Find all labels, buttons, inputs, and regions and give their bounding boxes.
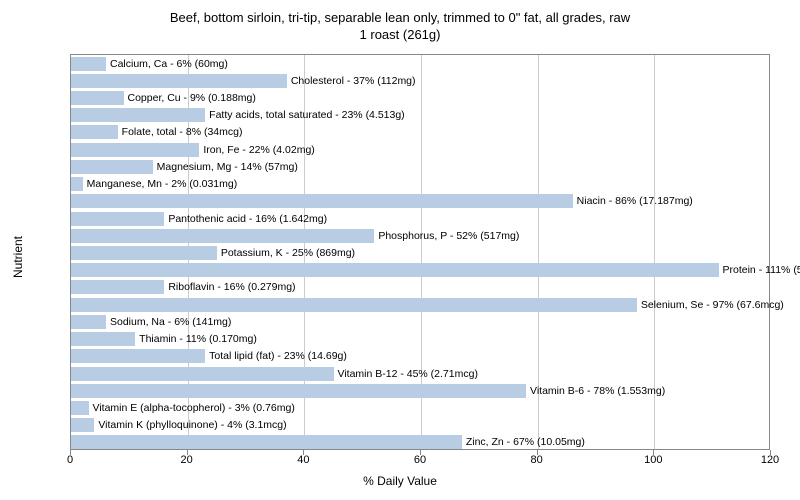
nutrient-bar-label: Manganese, Mn - 2% (0.031mg): [87, 177, 238, 191]
nutrient-bar-label: Calcium, Ca - 6% (60mg): [110, 57, 228, 71]
x-tick-label: 80: [531, 454, 543, 466]
nutrient-bar: [71, 194, 573, 208]
nutrient-bar-label: Vitamin B-6 - 78% (1.553mg): [530, 384, 665, 398]
nutrient-bar-label: Zinc, Zn - 67% (10.05mg): [466, 435, 585, 449]
nutrient-bar-label: Magnesium, Mg - 14% (57mg): [157, 160, 298, 174]
y-axis-title: Nutrient: [11, 236, 25, 278]
x-axis-title: % Daily Value: [363, 474, 437, 488]
nutrient-bar: [71, 57, 106, 71]
nutrient-bar: [71, 143, 199, 157]
nutrient-bar-label: Pantothenic acid - 16% (1.642mg): [168, 212, 327, 226]
nutrient-bar: [71, 315, 106, 329]
nutrient-bar-label: Copper, Cu - 9% (0.188mg): [128, 91, 256, 105]
nutrient-bar: [71, 229, 374, 243]
nutrient-bar: [71, 160, 153, 174]
nutrient-bar-label: Potassium, K - 25% (869mg): [221, 246, 355, 260]
nutrient-bar: [71, 246, 217, 260]
nutrient-bar-label: Thiamin - 11% (0.170mg): [139, 332, 257, 346]
nutrient-bar-label: Riboflavin - 16% (0.279mg): [168, 280, 295, 294]
nutrient-bar-label: Phosphorus, P - 52% (517mg): [378, 229, 519, 243]
nutrient-bar-label: Sodium, Na - 6% (141mg): [110, 315, 231, 329]
nutrient-bar: [71, 91, 124, 105]
nutrient-bar-label: Vitamin B-12 - 45% (2.71mcg): [338, 367, 478, 381]
nutrient-bar-label: Protein - 111% (55.49g): [723, 263, 800, 277]
title-line-1: Beef, bottom sirloin, tri-tip, separable…: [170, 10, 630, 25]
nutrient-bar-label: Selenium, Se - 97% (67.6mcg): [641, 298, 784, 312]
x-tick-label: 100: [644, 454, 662, 466]
x-tick-label: 20: [181, 454, 193, 466]
x-tick-label: 120: [761, 454, 779, 466]
nutrient-bar-label: Niacin - 86% (17.187mg): [577, 194, 693, 208]
nutrition-chart: Beef, bottom sirloin, tri-tip, separable…: [0, 0, 800, 500]
nutrient-bar-label: Cholesterol - 37% (112mg): [291, 74, 416, 88]
nutrient-bar-label: Vitamin K (phylloquinone) - 4% (3.1mcg): [98, 418, 286, 432]
nutrient-bar: [71, 349, 205, 363]
nutrient-bar: [71, 280, 164, 294]
chart-title: Beef, bottom sirloin, tri-tip, separable…: [0, 0, 800, 44]
nutrient-bar: [71, 435, 462, 449]
nutrient-bar: [71, 212, 164, 226]
nutrient-bar: [71, 298, 637, 312]
nutrient-bar-label: Iron, Fe - 22% (4.02mg): [203, 143, 314, 157]
nutrient-bar: [71, 177, 83, 191]
nutrient-bar-label: Total lipid (fat) - 23% (14.69g): [209, 349, 347, 363]
nutrient-bar-label: Fatty acids, total saturated - 23% (4.51…: [209, 108, 405, 122]
nutrient-bar: [71, 367, 334, 381]
nutrient-bar: [71, 332, 135, 346]
nutrient-bar: [71, 125, 118, 139]
nutrient-bar: [71, 401, 89, 415]
nutrient-bar: [71, 384, 526, 398]
x-tick-label: 0: [67, 454, 73, 466]
nutrient-bar-label: Vitamin E (alpha-tocopherol) - 3% (0.76m…: [93, 401, 295, 415]
nutrient-bar-label: Folate, total - 8% (34mcg): [122, 125, 243, 139]
x-tick-label: 40: [297, 454, 309, 466]
nutrient-bar: [71, 74, 287, 88]
nutrient-bar: [71, 418, 94, 432]
x-tick-label: 60: [414, 454, 426, 466]
plot-area: Calcium, Ca - 6% (60mg) Cholesterol - 37%…: [70, 54, 770, 450]
nutrient-bar: [71, 108, 205, 122]
title-line-2: 1 roast (261g): [360, 27, 441, 42]
nutrient-bar: [71, 263, 719, 277]
